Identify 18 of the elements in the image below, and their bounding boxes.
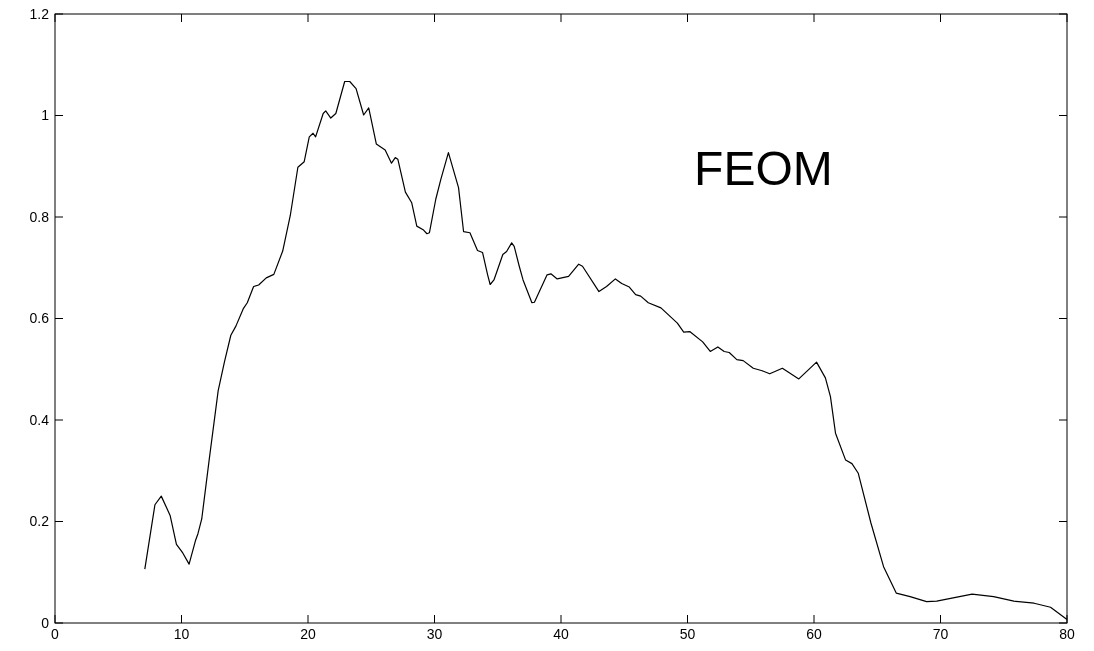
y-tick-label: 1 (41, 107, 50, 124)
y-tick-label: 0 (41, 614, 50, 631)
x-tick-label: 60 (806, 626, 822, 642)
x-tick-label: 80 (1059, 626, 1075, 642)
x-tick-label: 40 (553, 626, 569, 642)
x-tick-label: 20 (300, 626, 316, 642)
line-series (144, 80, 1068, 621)
y-tick-label: 0.2 (29, 513, 50, 530)
y-tick-label: 0.4 (29, 411, 50, 428)
annotation: FEOM (694, 141, 833, 195)
y-tick-label: 0.6 (29, 310, 50, 327)
x-tick-label: 70 (932, 626, 949, 642)
x-tick-label: 10 (173, 626, 190, 642)
x-tick-label: 50 (679, 626, 696, 642)
y-tick-label: 0.8 (29, 208, 50, 225)
x-tick-label: 30 (426, 626, 443, 642)
y-tick-label: 1.2 (29, 5, 50, 22)
x-tick-label: 0 (51, 626, 60, 642)
